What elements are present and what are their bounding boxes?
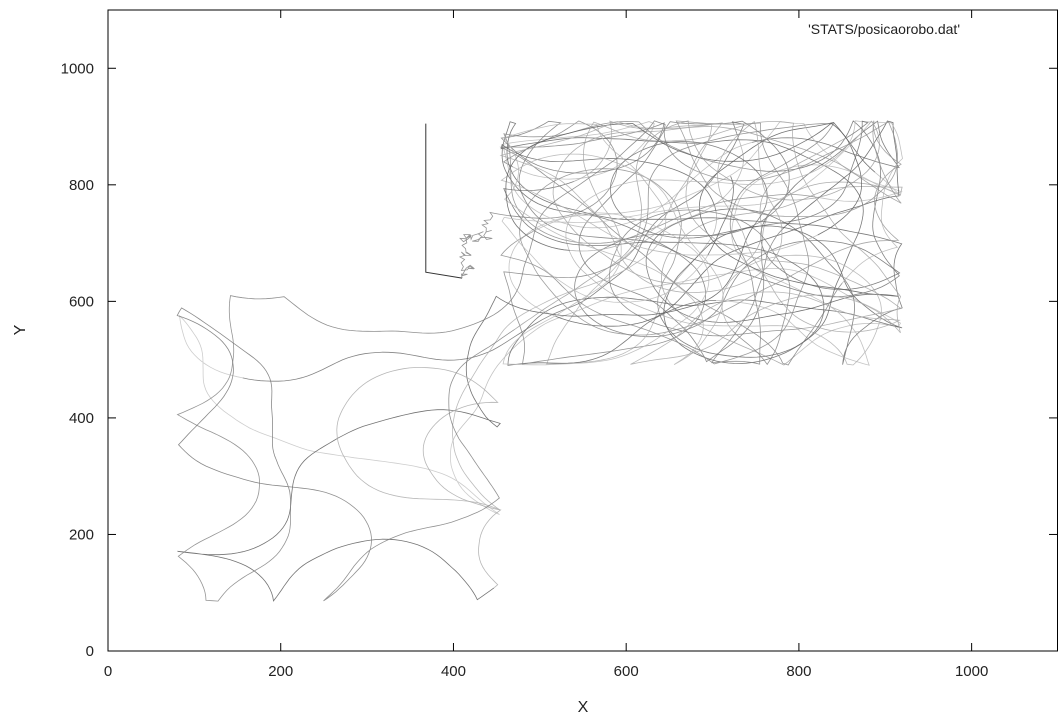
trajectory-segment — [501, 121, 903, 264]
y-tick-label: 0 — [86, 643, 94, 660]
trajectory-segment — [573, 120, 902, 329]
trajectory-segment — [514, 120, 880, 330]
trajectory-segment — [176, 303, 292, 602]
trajectory-segment — [499, 121, 713, 281]
trajectory-layer — [176, 120, 903, 602]
trajectory-segment — [394, 166, 667, 511]
trajectory-segment — [177, 434, 495, 602]
trajectory-segment — [594, 120, 900, 298]
x-tick-label: 400 — [441, 663, 466, 680]
x-tick-label: 1000 — [955, 663, 988, 680]
trajectory-segment — [458, 120, 618, 279]
trajectory-segment — [752, 120, 901, 290]
axes-layer: 0 200 400 600 800 1000 0 200 400 600 800 1000 — [61, 10, 1057, 680]
trajectory-segment — [508, 121, 903, 317]
y-tick-label: 800 — [69, 177, 94, 194]
y-tick-label: 600 — [69, 293, 94, 310]
y-tick-label: 1000 — [61, 60, 94, 77]
trajectory-segment — [663, 225, 883, 364]
x-tick-label: 800 — [786, 663, 811, 680]
trajectory-segment — [500, 120, 707, 324]
x-tick-label: 0 — [104, 663, 112, 680]
x-axis-label: X — [578, 699, 589, 716]
trajectory-segment — [565, 120, 903, 284]
x-tick-label: 600 — [614, 663, 639, 680]
trajectory-segment — [660, 181, 903, 366]
trajectory-segment — [503, 123, 724, 365]
plot-frame — [107, 9, 1058, 652]
trajectory-segment — [176, 307, 320, 500]
trajectory-segment — [319, 329, 515, 602]
trajectory-segment — [716, 164, 900, 366]
trajectory-segment — [583, 121, 902, 325]
trajectory-segment — [503, 129, 768, 365]
trajectory-segment — [502, 212, 710, 366]
y-tick-label: 400 — [69, 410, 94, 427]
trajectory-segment — [229, 120, 691, 334]
trajectory-segment — [501, 124, 869, 303]
y-tick-label: 200 — [69, 526, 94, 543]
trajectory-segment — [343, 225, 755, 436]
trajectory-segment — [505, 122, 863, 251]
trajectory-segment — [645, 208, 903, 365]
x-tick-label: 200 — [268, 663, 293, 680]
trajectory-segment — [500, 153, 818, 302]
trajectory-segment — [552, 126, 848, 285]
trajectory-segment — [725, 120, 902, 303]
trajectory-segment — [336, 367, 502, 589]
trajectory-segment — [500, 122, 810, 365]
legend-label: 'STATS/posicaorobo.dat' — [808, 21, 960, 37]
y-axis-label: Y — [12, 324, 29, 335]
trajectory-segment — [707, 176, 734, 256]
trajectory-segment — [698, 122, 899, 323]
trajectory-segment — [571, 254, 882, 366]
trajectory-segment — [555, 120, 900, 327]
trajectory-segment — [711, 123, 835, 365]
trajectory-segment — [643, 120, 837, 332]
trajectory-segment — [609, 209, 803, 366]
trajectory-segment — [630, 291, 901, 365]
trajectory-segment — [675, 120, 898, 218]
trajectory-start-segment — [425, 123, 463, 279]
trajectory-segment — [519, 168, 741, 336]
trajectory-segment — [610, 120, 869, 239]
